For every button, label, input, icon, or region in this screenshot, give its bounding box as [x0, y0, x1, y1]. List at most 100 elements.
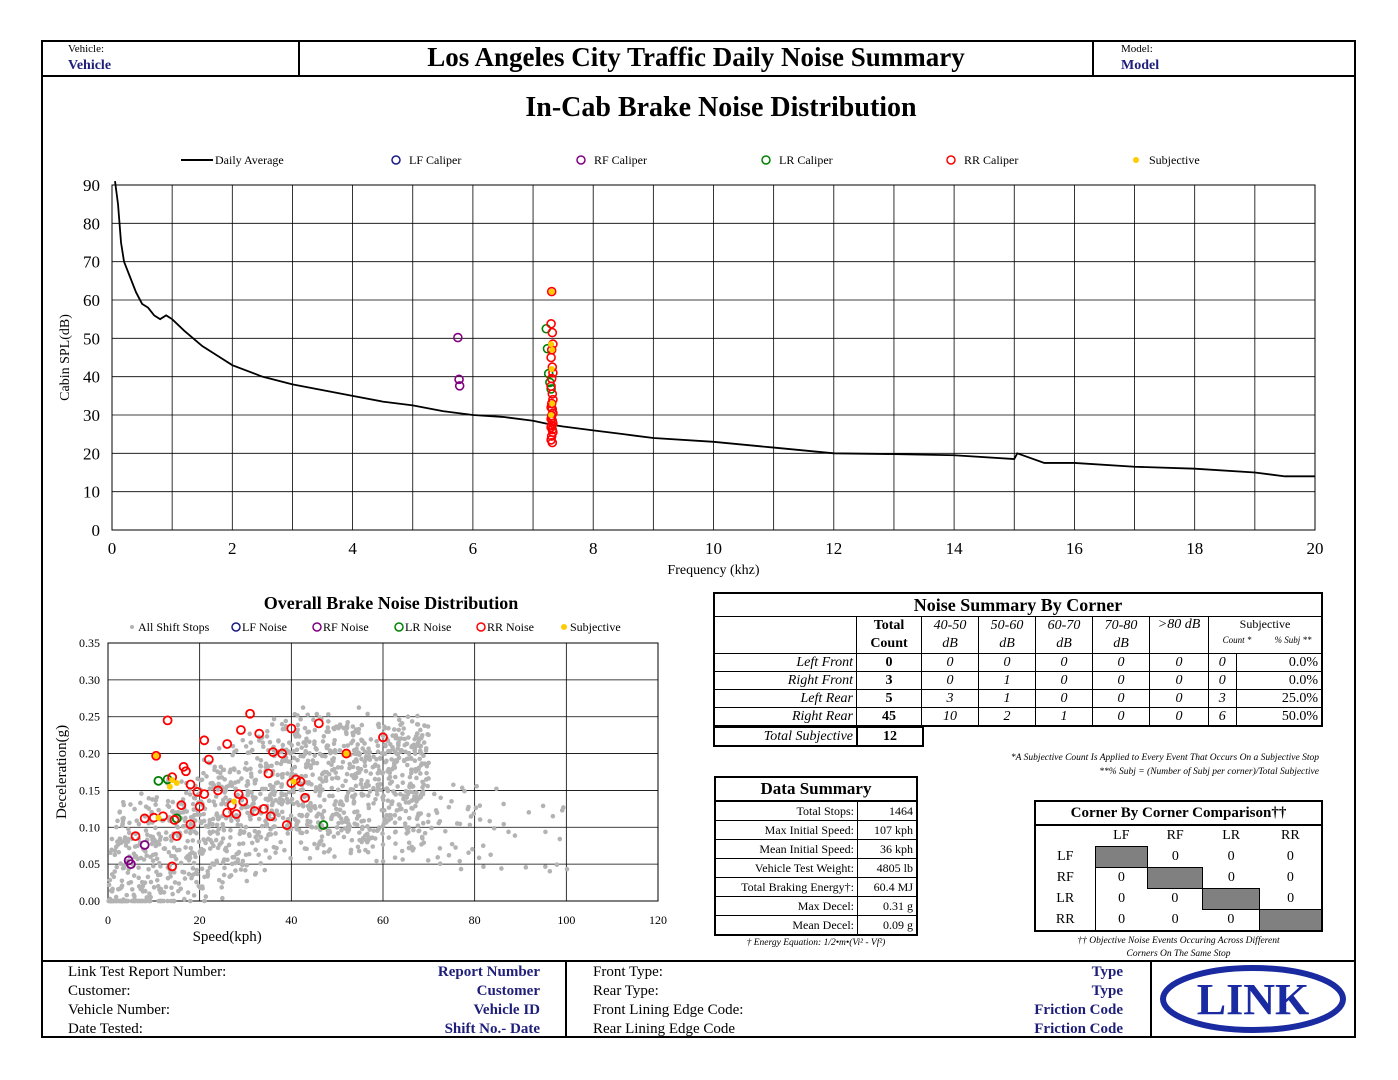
shift-stop-point	[149, 841, 155, 847]
corner-cell: 0	[1227, 912, 1235, 927]
shift-stop-point	[123, 843, 129, 848]
shift-stop-point	[125, 839, 131, 844]
rr-noise-point	[231, 809, 242, 819]
shift-stop-point	[244, 862, 250, 868]
rr-noise-point	[277, 748, 288, 759]
shift-stop-point	[355, 765, 361, 771]
noise-cell-b4: 0	[1092, 653, 1150, 672]
y-tick-label: 0.05	[79, 857, 100, 871]
shift-stop-point	[360, 785, 365, 790]
shift-stop-point	[357, 830, 362, 835]
shift-stop-point	[133, 854, 139, 859]
shift-stop-point	[364, 784, 369, 789]
shift-stop-point	[293, 818, 299, 823]
noise-cell-b2: 0	[978, 653, 1036, 672]
x-tick-label: 10	[705, 539, 722, 558]
shift-stop-point	[425, 732, 430, 737]
shift-stop-point	[435, 855, 441, 860]
data-summary-value: 1464	[857, 800, 918, 821]
shift-stop-point	[274, 808, 280, 814]
shift-stop-point	[335, 765, 341, 770]
corner-cell: 0	[1171, 848, 1179, 864]
shift-stop-point	[339, 820, 345, 825]
shift-stop-point	[333, 806, 339, 812]
x-tick-label: 60	[377, 913, 389, 927]
shift-stop-point	[420, 820, 426, 826]
shift-stop-point	[374, 738, 379, 744]
shift-stop-point	[341, 743, 347, 749]
shift-stop-point	[213, 837, 219, 843]
shift-stop-point	[512, 833, 518, 838]
shift-stop-point	[183, 845, 188, 850]
shift-stop-point	[417, 756, 422, 762]
shift-stop-point	[380, 831, 385, 836]
shift-stop-point	[302, 725, 308, 731]
shift-stop-point	[220, 880, 225, 885]
legend-marker	[476, 622, 486, 632]
shift-stop-point	[172, 853, 177, 859]
data-summary-value: 60.4 MJ	[857, 877, 918, 897]
shift-stop-point	[362, 741, 367, 746]
shift-stop-point	[465, 806, 471, 812]
shift-stop-point	[132, 897, 137, 903]
shift-stop-point	[368, 737, 374, 742]
shift-stop-point	[208, 781, 213, 786]
shift-stop-point	[426, 812, 431, 818]
shift-stop-point	[186, 871, 192, 877]
shift-stop-point	[335, 775, 341, 781]
shift-stop-point	[375, 743, 381, 749]
shift-stop-point	[279, 809, 285, 815]
shift-stop-point	[143, 804, 149, 809]
model-label: Model:	[1121, 43, 1153, 55]
shift-stop-point	[158, 898, 164, 904]
subjective-point	[169, 777, 176, 784]
legend-marker	[231, 622, 241, 632]
shift-stop-point	[407, 774, 413, 780]
shift-stop-point	[317, 804, 323, 809]
shift-stop-point	[235, 851, 241, 856]
shift-stop-point	[299, 745, 304, 750]
shift-stop-point	[215, 831, 221, 836]
shift-stop-point	[374, 788, 380, 794]
shift-stop-point	[365, 793, 371, 799]
shift-stop-point	[305, 729, 310, 735]
shift-stop-point	[239, 861, 245, 867]
shift-stop-point	[330, 757, 335, 763]
shift-stop-point	[399, 848, 405, 854]
shift-stop-point	[426, 776, 431, 781]
shift-stop-point	[391, 727, 397, 732]
shift-stop-point	[263, 848, 268, 853]
data-summary-row: Total Braking Energy†: 60.4 MJ	[714, 877, 918, 897]
y-tick-label: 0.00	[79, 894, 100, 908]
shift-stop-point	[158, 872, 163, 878]
shift-stop-point	[540, 803, 546, 809]
shift-stop-point	[365, 849, 371, 855]
y-tick-label: 0	[92, 521, 101, 540]
shift-stop-point	[112, 852, 118, 858]
shift-stop-point	[370, 844, 376, 849]
subjective-point	[173, 780, 180, 787]
shift-stop-point	[437, 861, 443, 866]
rr-noise-point	[265, 811, 276, 822]
shift-stop-point	[282, 847, 287, 853]
shift-stop-point	[353, 783, 359, 789]
shift-stop-point	[280, 726, 286, 732]
shift-stop-point	[117, 886, 123, 892]
shift-stop-point	[240, 841, 246, 846]
shift-stop-point	[383, 786, 389, 792]
shift-stop-point	[205, 872, 211, 877]
shift-stop-point	[382, 742, 388, 747]
x-tick-label: 12	[825, 539, 842, 558]
shift-stop-point	[259, 786, 265, 792]
y-tick-label: 30	[83, 406, 100, 425]
noise-cell-b5: 0	[1149, 707, 1209, 727]
shift-stop-point	[402, 736, 407, 742]
legend-label: LF Caliper	[409, 153, 461, 167]
shift-stop-point	[212, 802, 218, 808]
footer-value: Type	[1091, 964, 1123, 980]
shift-stop-point	[117, 898, 123, 904]
shift-stop-point	[136, 821, 142, 827]
noise-cell-b4: 0	[1092, 689, 1150, 708]
y-tick-label: 0.30	[79, 673, 100, 687]
shift-stop-point	[131, 892, 137, 898]
